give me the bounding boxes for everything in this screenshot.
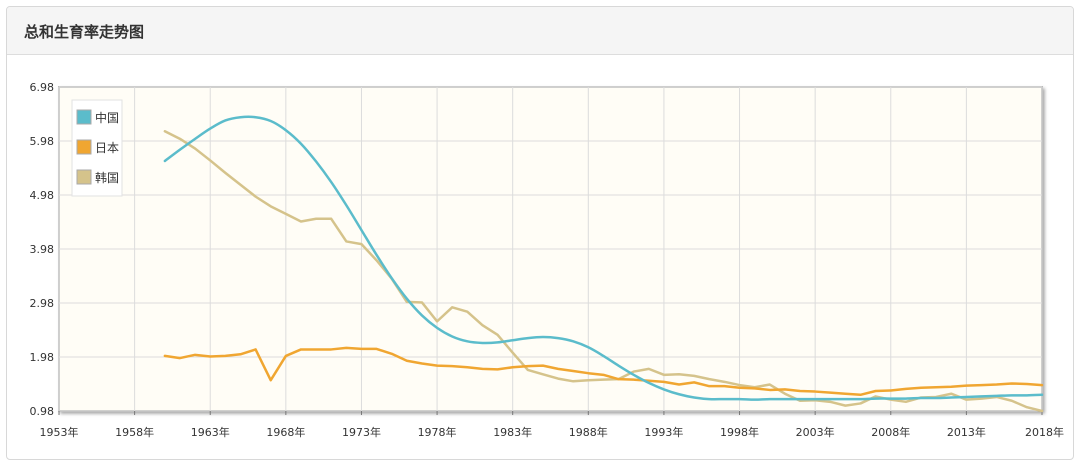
- series-line-korea: [163, 130, 1044, 413]
- x-tick-label: 1973年: [342, 425, 381, 439]
- legend-item-korea[interactable]: 韩国: [76, 169, 119, 185]
- x-tick-label: 2013年: [947, 425, 986, 439]
- x-tick-label: 1958年: [115, 425, 154, 439]
- y-tick-label: 0.98: [30, 405, 55, 418]
- x-tick-label: 2018年: [1025, 425, 1064, 439]
- legend-label: 中国: [95, 110, 119, 125]
- x-tick-label: 2003年: [796, 425, 835, 439]
- x-tick-label: 1978年: [418, 425, 457, 439]
- legend-label: 韩国: [95, 170, 119, 185]
- y-tick-label: 3.98: [30, 243, 55, 256]
- legend-label: 日本: [95, 141, 119, 155]
- series-lines: [163, 115, 1044, 413]
- legend-item-japan[interactable]: 日本: [76, 139, 119, 155]
- grid-lines: [58, 86, 1043, 415]
- x-tick-label: 1993年: [644, 425, 683, 439]
- x-tick-label: 1998年: [720, 425, 759, 439]
- y-tick-label: 1.98: [30, 351, 55, 364]
- x-tick-label: 1983年: [493, 425, 532, 439]
- panel-header: 总和生育率走势图: [7, 7, 1073, 55]
- axis-labels: 0.98 1.98 2.98 3.98 4.98 5.98 6.98 1953年 1958年 19…: [30, 81, 1065, 439]
- panel-title: 总和生育率走势图: [24, 23, 145, 41]
- x-tick-label: 1953年: [40, 425, 79, 439]
- y-tick-label: 5.98: [30, 135, 55, 148]
- x-tick-label: 1968年: [266, 425, 305, 439]
- y-tick-label: 2.98: [30, 297, 55, 310]
- legend-item-china[interactable]: 中国: [76, 109, 119, 125]
- legend-swatch: [76, 169, 92, 185]
- y-tick-label: 6.98: [30, 81, 55, 94]
- legend-swatch: [76, 109, 92, 125]
- x-tick-label: 2008年: [871, 425, 910, 439]
- y-tick-label: 4.98: [30, 189, 55, 202]
- legend-swatch: [76, 139, 92, 155]
- series-line-japan: [163, 346, 1044, 397]
- series-line-china: [163, 115, 1044, 401]
- x-tick-label: 1988年: [569, 425, 608, 439]
- x-tick-label: 1963年: [191, 425, 230, 439]
